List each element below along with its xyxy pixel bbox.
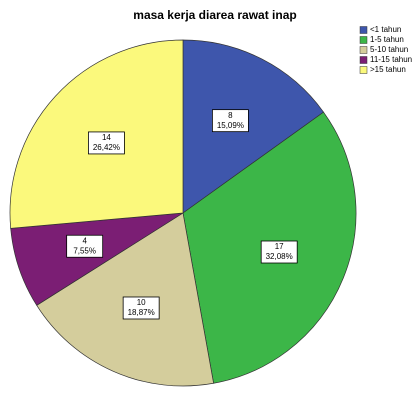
data-label: 15,09% bbox=[217, 121, 244, 130]
data-label-box bbox=[211, 109, 249, 133]
legend-swatch bbox=[359, 66, 368, 74]
data-label: 32,08% bbox=[266, 252, 293, 261]
legend-label: 1-5 tahun bbox=[370, 35, 404, 44]
data-label: 8 bbox=[228, 111, 233, 120]
legend-swatch bbox=[359, 36, 368, 44]
data-label: 4 bbox=[82, 236, 87, 245]
legend-swatch bbox=[359, 26, 368, 34]
chart-title: masa kerja diarea rawat inap bbox=[133, 8, 296, 22]
data-label-box bbox=[66, 234, 104, 258]
legend-swatch bbox=[359, 56, 368, 64]
data-label: 26,42% bbox=[93, 143, 120, 152]
data-label: 7,55% bbox=[73, 246, 96, 255]
data-label-box bbox=[88, 131, 125, 155]
legend-label: >15 tahun bbox=[370, 65, 406, 74]
legend-label: <1 tahun bbox=[370, 25, 401, 34]
data-label-box bbox=[260, 240, 298, 264]
data-label: 10 bbox=[137, 298, 146, 307]
legend-swatch bbox=[359, 46, 368, 54]
data-label: 18,87% bbox=[128, 308, 155, 317]
data-label: 14 bbox=[102, 133, 111, 142]
data-label: 17 bbox=[275, 242, 284, 251]
legend-label: 11-15 tahun bbox=[370, 55, 412, 64]
pie-slice bbox=[182, 39, 325, 214]
data-label-box bbox=[122, 296, 160, 320]
legend-label: 5-10 tahun bbox=[370, 45, 408, 54]
